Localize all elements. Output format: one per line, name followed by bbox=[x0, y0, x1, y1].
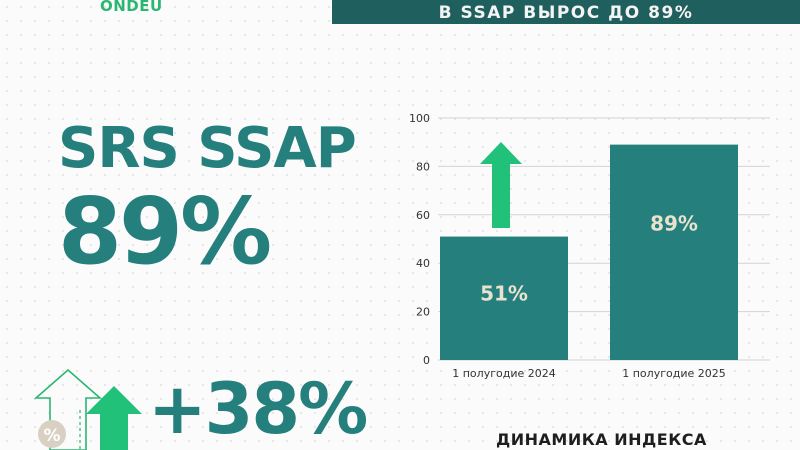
chart-arrow-icon bbox=[480, 142, 522, 228]
bar bbox=[440, 236, 568, 360]
y-tick-label: 0 bbox=[423, 354, 430, 367]
headline-text: В SSAP ВЫРОС ДО 89% bbox=[438, 3, 694, 23]
y-tick-label: 80 bbox=[416, 160, 430, 173]
logo: ONDEU bbox=[100, 0, 163, 15]
chart-title: ДИНАМИКА ИНДЕКСА bbox=[496, 430, 707, 449]
bar bbox=[610, 144, 738, 360]
bar-value-label: 89% bbox=[650, 211, 698, 235]
y-tick-label: 100 bbox=[409, 112, 430, 125]
metric-value: 89% bbox=[58, 178, 272, 285]
growth-value: +38% bbox=[148, 368, 368, 450]
bars: 51% 1 полугодие 2024 89% 1 полугодие 2025 bbox=[440, 144, 738, 380]
percent-badge-icon: % bbox=[38, 420, 66, 448]
x-tick-label: 1 полугодие 2024 bbox=[452, 367, 555, 380]
up-arrow-icon bbox=[86, 386, 142, 450]
x-tick-label: 1 полугодие 2025 bbox=[622, 367, 725, 380]
metric-name: SRS SSAP bbox=[58, 116, 357, 181]
y-axis-ticks: 0 20 40 60 80 100 bbox=[409, 112, 430, 367]
y-tick-label: 20 bbox=[416, 306, 430, 319]
y-tick-label: 60 bbox=[416, 209, 430, 222]
y-tick-label: 40 bbox=[416, 257, 430, 270]
percent-badge-text: % bbox=[43, 426, 60, 446]
headline-banner: В SSAP ВЫРОС ДО 89% bbox=[332, 0, 800, 24]
bar-value-label: 51% bbox=[480, 281, 528, 305]
outline-up-arrow-icon bbox=[33, 368, 103, 450]
